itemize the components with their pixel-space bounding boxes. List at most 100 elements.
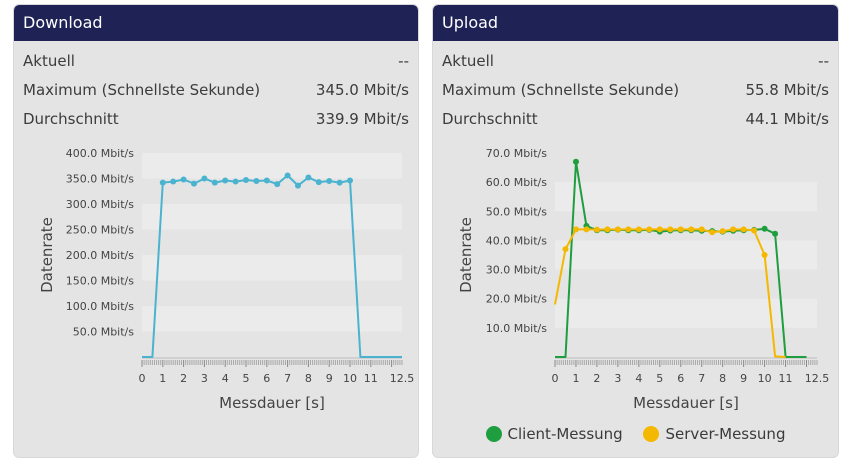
data-point (243, 177, 249, 184)
x-tick-label: 10 (343, 372, 357, 385)
data-point (180, 176, 187, 183)
data-point (730, 226, 737, 233)
data-point (562, 246, 569, 253)
y-tick-label: 400.0 Mbit/s (66, 147, 135, 160)
data-point (646, 226, 653, 233)
y-tick-label: 50.0 Mbit/s (486, 205, 548, 218)
x-tick-label: 9 (740, 372, 747, 385)
y-axis-label: Datenrate (38, 217, 56, 293)
data-point (635, 226, 642, 233)
download-stat-average: Durchschnitt 339.9 Mbit/s (23, 105, 409, 134)
x-axis-label: Messdauer [s] (219, 394, 325, 412)
x-tick-label: 0 (552, 372, 559, 385)
x-tick-label: 8 (305, 372, 312, 385)
y-axis-label: Datenrate (457, 217, 475, 293)
x-tick-label: 7 (284, 372, 291, 385)
data-point (667, 226, 674, 233)
stat-label: Maximum (Schnellste Sekunde) (23, 81, 261, 99)
x-tick-label: 12.5 (805, 372, 830, 385)
stat-value: -- (398, 52, 409, 70)
x-tick-label: 11 (364, 372, 378, 385)
download-stat-current: Aktuell -- (23, 47, 409, 76)
data-point (719, 228, 726, 235)
x-tick-label: 9 (326, 372, 333, 385)
stat-value: 55.8 Mbit/s (745, 81, 829, 99)
stat-label: Durchschnitt (442, 110, 538, 128)
upload-legend: Client-Messung Server-Messung (433, 425, 838, 446)
y-tick-label: 50.0 Mbit/s (73, 326, 135, 339)
data-point (698, 226, 705, 233)
data-point (614, 226, 621, 233)
data-point (253, 178, 260, 185)
upload-stat-current: Aktuell -- (442, 47, 829, 76)
data-point (305, 174, 312, 181)
x-tick-label: 1 (159, 372, 166, 385)
grid-band (142, 204, 402, 230)
data-point (772, 230, 779, 237)
x-tick-label: 3 (201, 372, 208, 385)
stat-label: Aktuell (442, 52, 494, 70)
legend-swatch-client (485, 426, 502, 442)
y-tick-label: 20.0 Mbit/s (486, 293, 548, 306)
x-axis-label: Messdauer [s] (633, 394, 739, 412)
data-point (159, 179, 166, 186)
data-point (170, 178, 177, 185)
download-panel-title: Download (14, 5, 418, 41)
x-tick-label: 0 (139, 372, 146, 385)
data-point (572, 226, 579, 233)
x-tick-label: 11 (779, 372, 793, 385)
data-point (263, 177, 270, 184)
x-tick-label: 3 (614, 372, 621, 385)
data-point (201, 175, 208, 182)
data-point (347, 177, 353, 184)
data-point (656, 226, 663, 233)
x-tick-label: 2 (593, 372, 600, 385)
legend-label-server: Server-Messung (665, 425, 786, 443)
x-tick-label: 10 (758, 372, 772, 385)
y-tick-label: 100.0 Mbit/s (66, 300, 135, 313)
x-tick-label: 5 (656, 372, 663, 385)
data-point (295, 182, 301, 189)
stat-value: 44.1 Mbit/s (745, 110, 829, 128)
x-tick-label: 4 (222, 372, 229, 385)
data-point (315, 179, 322, 186)
data-point (274, 181, 281, 188)
stat-label: Durchschnitt (23, 110, 119, 128)
data-point (677, 226, 684, 233)
legend-item-client[interactable]: Client-Messung (485, 425, 623, 443)
data-point (326, 178, 333, 185)
data-point (761, 225, 768, 232)
data-point (751, 227, 758, 234)
grid-band (142, 153, 402, 179)
data-point (191, 180, 197, 187)
grid-band (555, 182, 817, 212)
stat-label: Aktuell (23, 52, 75, 70)
stat-value: 339.9 Mbit/s (315, 110, 409, 128)
x-tick-label: 12.5 (390, 372, 415, 385)
download-stat-maximum: Maximum (Schnellste Sekunde) 345.0 Mbit/… (23, 76, 409, 105)
data-point (709, 229, 716, 236)
y-tick-label: 10.0 Mbit/s (486, 322, 548, 335)
data-point (604, 226, 611, 233)
legend-swatch-server (643, 426, 660, 442)
download-panel: Download Aktuell -- Maximum (Schnellste … (14, 5, 418, 457)
x-tick-label: 4 (635, 372, 642, 385)
data-point (593, 226, 600, 233)
y-tick-label: 250.0 Mbit/s (66, 224, 135, 237)
x-tick-label: 7 (698, 372, 705, 385)
x-tick-label: 8 (719, 372, 726, 385)
legend-item-server[interactable]: Server-Messung (643, 425, 785, 443)
grid-band (142, 306, 402, 332)
x-tick-label: 5 (243, 372, 250, 385)
data-point (222, 177, 229, 184)
data-point (688, 226, 695, 233)
x-tick-label: 6 (677, 372, 684, 385)
grid-band (555, 298, 817, 328)
y-tick-label: 40.0 Mbit/s (486, 234, 548, 247)
y-tick-label: 350.0 Mbit/s (66, 173, 135, 186)
upload-stat-average: Durchschnitt 44.1 Mbit/s (442, 105, 829, 134)
grid-band (142, 255, 402, 281)
x-tick-label: 2 (180, 372, 187, 385)
y-tick-label: 60.0 Mbit/s (486, 176, 548, 189)
upload-panel: Upload Aktuell -- Maximum (Schnellste Se… (433, 5, 838, 457)
